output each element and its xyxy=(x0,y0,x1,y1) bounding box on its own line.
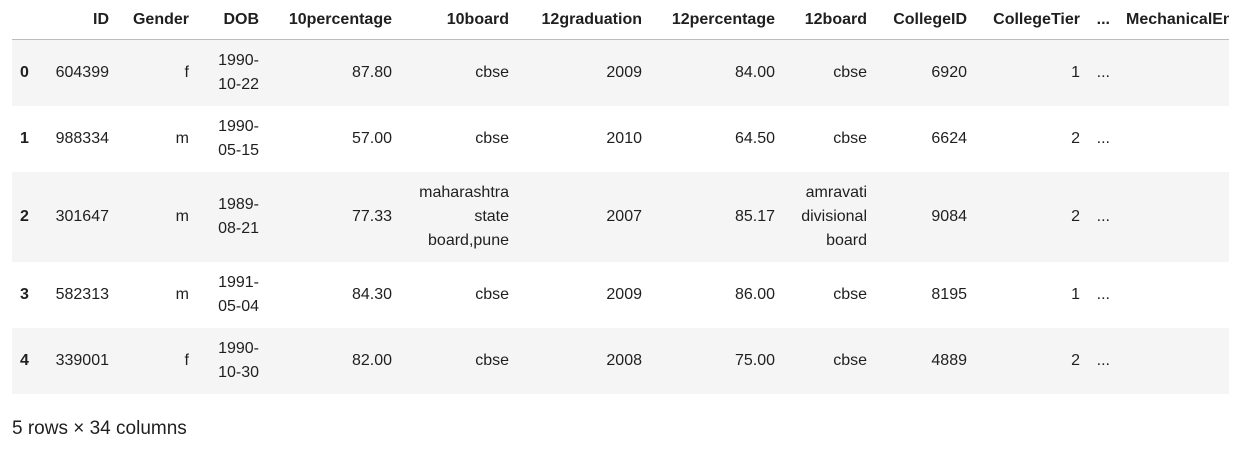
cell-12board: cbse xyxy=(833,285,867,303)
cell-12graduation: 2008 xyxy=(606,351,642,369)
row-index: 1 xyxy=(20,129,29,147)
dataframe-table: ID Gender DOB 10percentage 10board 12gra… xyxy=(12,0,1229,394)
header-index xyxy=(12,0,39,40)
cell-collegeid: 6920 xyxy=(931,63,967,81)
cell-dob: 1989-08-21 xyxy=(218,195,259,237)
cell-collegeid: 4889 xyxy=(931,351,967,369)
header-12board: 12board xyxy=(783,0,875,40)
cell-ellipsis: ... xyxy=(1096,129,1110,147)
cell-12percentage: 85.17 xyxy=(734,207,775,225)
row-index: 2 xyxy=(20,207,29,225)
cell-10percentage: 84.30 xyxy=(351,285,392,303)
cell-12board: amravati divisional board xyxy=(801,183,867,249)
cell-collegeid: 8195 xyxy=(931,285,967,303)
cell-mechanicalengg xyxy=(1118,262,1229,328)
cell-gender: m xyxy=(175,285,189,303)
cell-dob: 1990-05-15 xyxy=(218,117,259,159)
header-collegetier: CollegeTier xyxy=(975,0,1088,40)
table-row: 0 604399 f 1990-10-22 87.80 cbse 2009 84… xyxy=(12,39,1229,106)
table-shape-summary: 5 rows × 34 columns xyxy=(12,418,187,439)
cell-12board: cbse xyxy=(833,63,867,81)
header-gender: Gender xyxy=(117,0,197,40)
header-dob: DOB xyxy=(197,0,267,40)
cell-collegeid: 6624 xyxy=(931,129,967,147)
cell-id: 582313 xyxy=(55,285,109,303)
cell-dob: 1990-10-22 xyxy=(218,51,259,93)
cell-12percentage: 84.00 xyxy=(734,63,775,81)
cell-10percentage: 82.00 xyxy=(351,351,392,369)
cell-id: 301647 xyxy=(55,207,109,225)
header-collegeid: CollegeID xyxy=(875,0,975,40)
cell-10percentage: 87.80 xyxy=(351,63,392,81)
cell-10board: cbse xyxy=(475,129,509,147)
cell-10board: cbse xyxy=(475,285,509,303)
cell-gender: f xyxy=(184,351,189,369)
table-row: 4 339001 f 1990-10-30 82.00 cbse 2008 75… xyxy=(12,327,1229,394)
table-row: 1 988334 m 1990-05-15 57.00 cbse 2010 64… xyxy=(12,106,1229,172)
cell-12graduation: 2010 xyxy=(606,129,642,147)
header-12percentage: 12percentage xyxy=(650,0,783,40)
cell-12board: cbse xyxy=(833,129,867,147)
cell-dob: 1991-05-04 xyxy=(218,273,259,315)
cell-mechanicalengg xyxy=(1118,328,1229,394)
cell-collegetier: 1 xyxy=(1071,63,1080,81)
cell-ellipsis: ... xyxy=(1096,351,1110,369)
cell-12board: cbse xyxy=(833,351,867,369)
cell-id: 988334 xyxy=(55,129,109,147)
cell-12graduation: 2009 xyxy=(606,285,642,303)
cell-10board: cbse xyxy=(475,351,509,369)
cell-collegetier: 2 xyxy=(1071,129,1080,147)
cell-12graduation: 2007 xyxy=(606,207,642,225)
header-id: ID xyxy=(39,0,117,40)
cell-ellipsis: ... xyxy=(1096,63,1110,81)
table-row: 2 301647 m 1989-08-21 77.33 maharashtra … xyxy=(12,171,1229,262)
row-index: 4 xyxy=(20,351,29,369)
cell-id: 604399 xyxy=(55,63,109,81)
cell-mechanicalengg xyxy=(1118,40,1229,106)
header-12graduation: 12graduation xyxy=(517,0,650,40)
cell-ellipsis: ... xyxy=(1096,207,1110,225)
cell-ellipsis: ... xyxy=(1096,285,1110,303)
cell-mechanicalengg xyxy=(1118,106,1229,172)
cell-gender: f xyxy=(184,63,189,81)
header-10board: 10board xyxy=(400,0,517,40)
cell-10board: maharashtra state board,pune xyxy=(419,183,509,249)
cell-gender: m xyxy=(175,207,189,225)
cell-10percentage: 57.00 xyxy=(351,129,392,147)
cell-id: 339001 xyxy=(55,351,109,369)
cell-10percentage: 77.33 xyxy=(351,207,392,225)
cell-collegetier: 2 xyxy=(1071,351,1080,369)
cell-10board: cbse xyxy=(475,63,509,81)
cell-gender: m xyxy=(175,129,189,147)
table-row: 3 582313 m 1991-05-04 84.30 cbse 2009 86… xyxy=(12,262,1229,328)
cell-mechanicalengg xyxy=(1118,172,1229,262)
header-ellipsis: ... xyxy=(1088,0,1118,40)
cell-collegetier: 1 xyxy=(1071,285,1080,303)
cell-collegetier: 2 xyxy=(1071,207,1080,225)
cell-12percentage: 75.00 xyxy=(734,351,775,369)
header-10percentage: 10percentage xyxy=(267,0,400,40)
header-row: ID Gender DOB 10percentage 10board 12gra… xyxy=(12,0,1229,40)
header-mechanicalengg: MechanicalEngg xyxy=(1118,0,1229,40)
cell-collegeid: 9084 xyxy=(931,207,967,225)
cell-12graduation: 2009 xyxy=(606,63,642,81)
cell-12percentage: 86.00 xyxy=(734,285,775,303)
cell-dob: 1990-10-30 xyxy=(218,339,259,381)
row-index: 0 xyxy=(20,63,29,81)
row-index: 3 xyxy=(20,285,29,303)
cell-12percentage: 64.50 xyxy=(734,129,775,147)
dataframe-output: ID Gender DOB 10percentage 10board 12gra… xyxy=(12,0,1229,394)
